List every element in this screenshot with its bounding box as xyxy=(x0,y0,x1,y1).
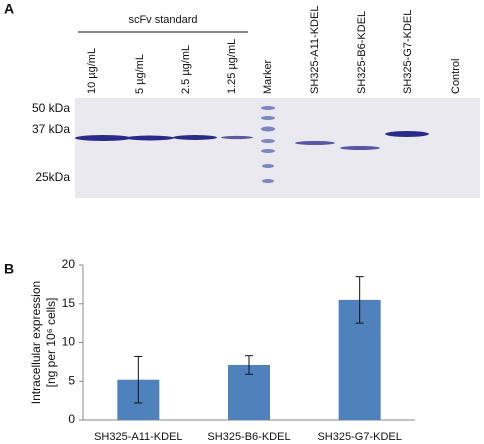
lane-label: SH325-A11-KDEL xyxy=(309,6,321,94)
lane-label: Control xyxy=(450,59,462,94)
marker-band xyxy=(262,164,274,168)
lane-label: 2.5 µg/mL xyxy=(180,45,192,94)
lane-label: Marker xyxy=(262,59,274,94)
band xyxy=(385,131,429,137)
x-tick-label: SH325-G7-KDEL xyxy=(317,431,401,443)
lane-label: SH325-G7-KDEL xyxy=(402,10,414,94)
y-axis-label: Intracellular expression xyxy=(29,281,43,404)
band xyxy=(75,135,131,141)
band xyxy=(221,135,253,140)
gel-bands xyxy=(75,131,429,150)
size-label: 25kDa xyxy=(35,170,70,184)
marker-band xyxy=(261,139,275,143)
y-tick-label: 15 xyxy=(62,296,76,310)
band xyxy=(173,135,217,140)
marker-band xyxy=(261,149,275,153)
lane-label: 10 µg/mL xyxy=(86,48,98,94)
marker-bands xyxy=(261,106,275,183)
lane-label: SH325-B6-KDEL xyxy=(356,11,368,94)
marker-band xyxy=(261,126,275,132)
y-tick-label: 10 xyxy=(62,335,76,349)
band xyxy=(295,141,335,145)
panel-label: B xyxy=(4,261,14,277)
marker-band xyxy=(261,106,275,110)
x-tick-label: SH325-B6-KDEL xyxy=(207,431,290,443)
band xyxy=(340,146,380,150)
lane-label: 5 µg/mL xyxy=(134,54,146,94)
y-tick-label: 20 xyxy=(62,257,76,271)
group-label: scFv standard xyxy=(128,14,197,26)
size-label: 37 kDa xyxy=(32,122,70,136)
y-tick-label: 5 xyxy=(68,373,75,387)
band xyxy=(126,135,174,141)
marker-band xyxy=(262,179,274,183)
lane-label: 1.25 µg/mL xyxy=(226,39,238,94)
size-label: 50 kDa xyxy=(32,101,70,115)
gel-image xyxy=(75,98,480,198)
panel-label: A xyxy=(4,1,14,17)
x-tick-label: SH325-A11-KDEL xyxy=(94,431,182,443)
y-axis-label: [ng per 10⁶ cells] xyxy=(44,298,58,388)
y-tick-label: 0 xyxy=(68,412,75,426)
marker-band xyxy=(261,116,275,120)
